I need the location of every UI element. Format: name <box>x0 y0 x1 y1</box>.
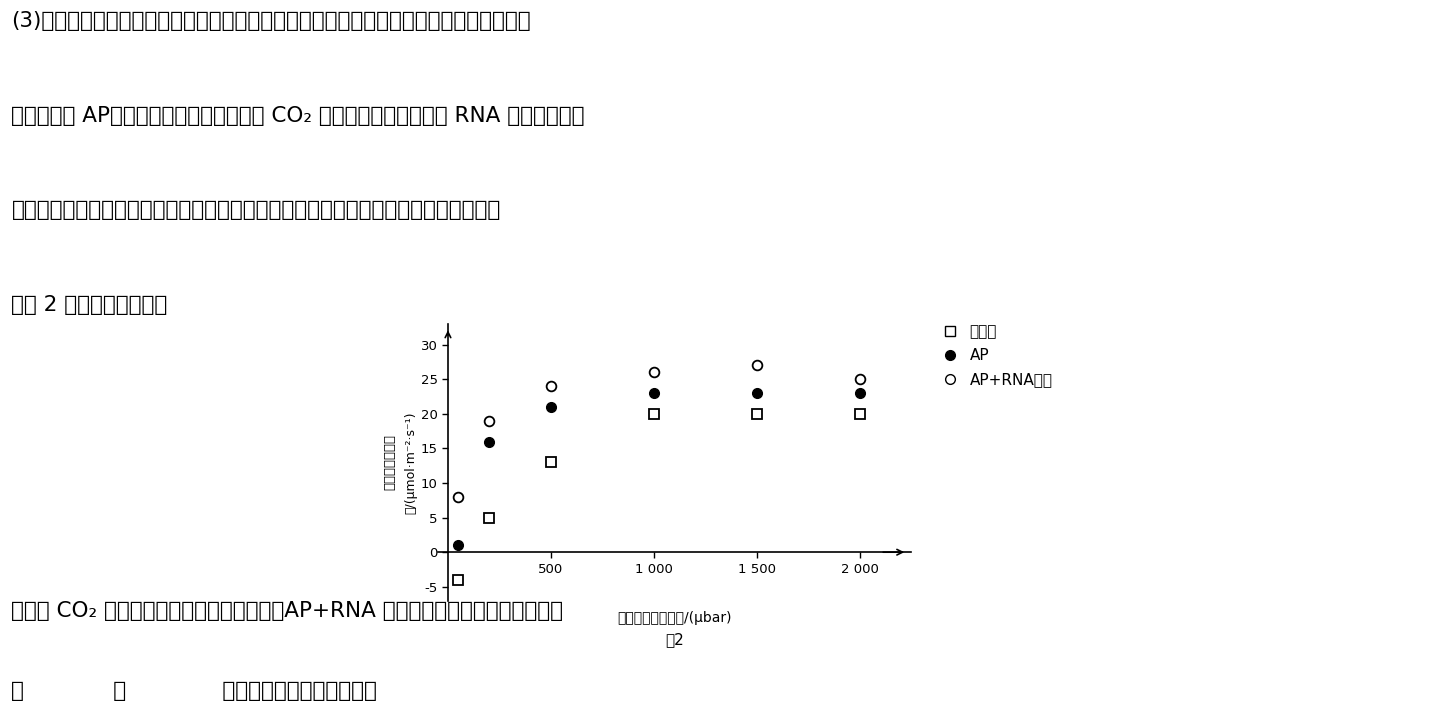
Legend: 野生型, AP, AP+RNA干扰: 野生型, AP, AP+RNA干扰 <box>928 317 1059 393</box>
Text: 如图 2 所示。据此回答：: 如图 2 所示。据此回答： <box>11 295 168 314</box>
Text: 当胞间 CO₂ 浓度较高时，三种类型植株中，AP+RNA 干扰型光合速率最高的原因可能: 当胞间 CO₂ 浓度较高时，三种类型植株中，AP+RNA 干扰型光合速率最高的原… <box>11 601 564 620</box>
Text: 二氧化碳同化速: 二氧化碳同化速 <box>383 435 397 490</box>
Text: (3)根据对光呼吸机理的研究，科研人员利用基因编辑手段设计了只在叶绹体中完成的光呼: (3)根据对光呼吸机理的研究，科研人员利用基因编辑手段设计了只在叶绹体中完成的光… <box>11 11 531 31</box>
Text: 吸替代途径 AP（依然具有降解乙醇酸产生 CO₂ 的能力）。同时，利用 RNA 干扰技术，降: 吸替代途径 AP（依然具有降解乙醇酸产生 CO₂ 的能力）。同时，利用 RNA … <box>11 106 585 125</box>
Text: 图2: 图2 <box>664 632 684 646</box>
Text: 胞间二氧化碳浓度/(μbar): 胞间二氧化碳浓度/(μbar) <box>617 611 732 625</box>
Text: 是             ，              ，进而促进光合作用过程。: 是 ， ，进而促进光合作用过程。 <box>11 681 377 700</box>
Text: 率/(μmol·m⁻²·s⁻¹): 率/(μmol·m⁻²·s⁻¹) <box>405 411 418 513</box>
Text: 低叶绹体膜上乙醇酸转运蛋白的表达量。检测三种不同类型植株的光合速率，实验结果: 低叶绹体膜上乙醇酸转运蛋白的表达量。检测三种不同类型植株的光合速率，实验结果 <box>11 200 501 220</box>
